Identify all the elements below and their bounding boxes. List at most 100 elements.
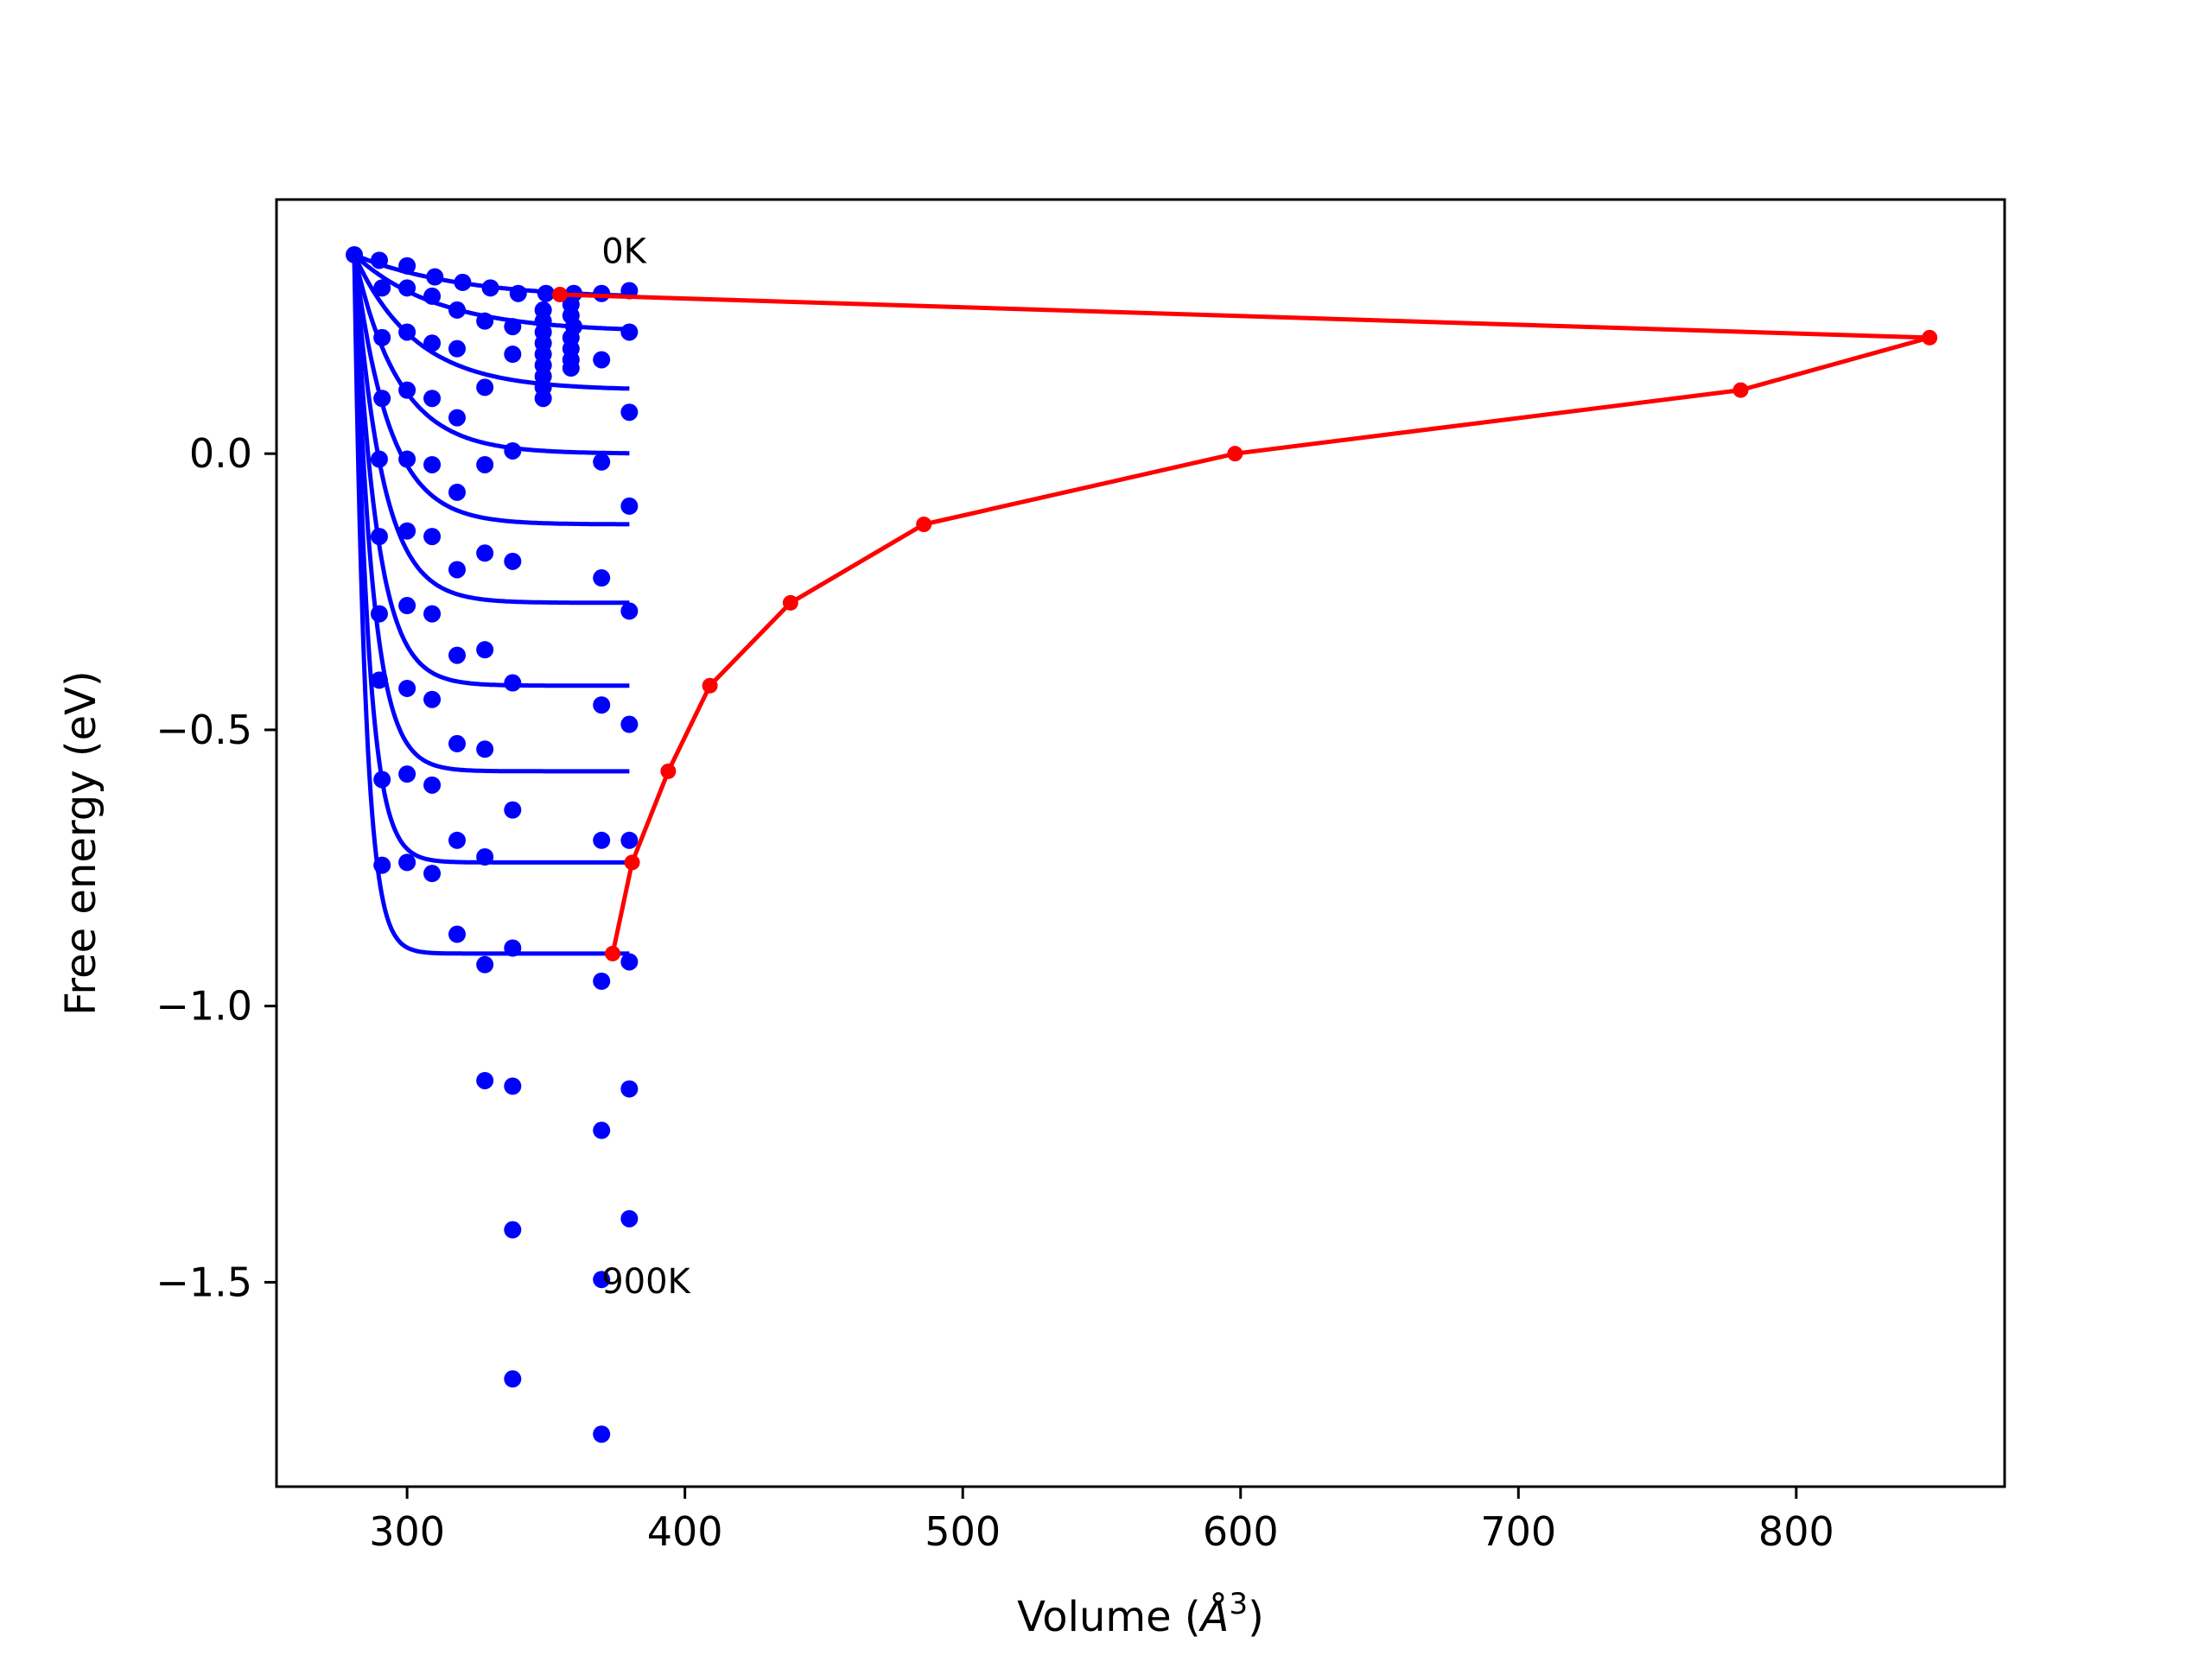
data-point [593,1425,611,1443]
data-point [398,765,416,783]
data-point [398,279,416,297]
data-point [423,287,442,305]
data-point [476,312,494,330]
data-point [593,453,611,471]
y-tick-label: 0.0 [189,430,252,477]
data-point [448,734,467,752]
data-point [504,939,522,957]
data-point [534,323,552,341]
x-label-symbol: Å [1198,1592,1230,1641]
x-axis-ticks: 300 400 500 600 700 800 [369,1487,1834,1555]
data-point [620,953,639,971]
data-point [504,441,522,460]
data-point [593,1271,611,1289]
data-point [620,403,639,422]
data-point [373,390,391,408]
data-point [426,268,444,286]
data-point [423,455,442,473]
data-point [534,390,552,408]
data-point [476,847,494,866]
series-marker [624,854,640,871]
y-tick-label: −1.0 [156,983,252,1030]
fit-curve [352,254,630,456]
series-marker [551,286,568,302]
data-point [509,284,527,302]
data-point [423,528,442,546]
data-point [370,671,388,689]
x-axis-label: Volume (Å3) [1017,1587,1264,1641]
data-point [370,450,388,468]
data-point [373,328,391,346]
minimum-path-layer [551,286,1938,961]
data-point [423,605,442,623]
data-point [620,1209,639,1227]
x-tick-label: 500 [925,1508,1001,1555]
data-point [504,1077,522,1095]
fit-curves-layer [352,252,630,956]
data-point [504,1370,522,1388]
data-point [423,690,442,708]
data-point [398,597,416,615]
scatter-points-layer [346,245,639,1443]
data-point [504,801,522,819]
data-point [448,831,467,849]
data-point [398,450,416,468]
data-point [448,409,467,427]
data-point [504,674,522,692]
annotation-label: 900K [601,1262,691,1302]
y-axis-ticks: 0.0 −0.5 −1.0 −1.5 [156,430,276,1305]
data-point [423,865,442,883]
data-point [476,378,494,396]
data-point [476,740,494,758]
data-point [398,381,416,399]
data-point [454,273,472,291]
data-point [537,284,555,302]
x-tick-label: 300 [369,1508,445,1555]
fit-curve [352,254,630,865]
x-tick-label: 600 [1203,1508,1279,1555]
data-point [448,483,467,501]
data-point [620,602,639,620]
fit-curve [352,254,630,774]
data-point [398,323,416,341]
x-label-close: ) [1248,1593,1264,1641]
x-tick-label: 400 [647,1508,723,1555]
data-point [593,696,611,714]
data-point [370,528,388,546]
annotations-layer: 0K 900K [601,232,691,1303]
data-point [448,925,467,943]
data-point [620,323,639,341]
fit-curve [352,254,630,527]
plot-area-frame [275,198,2006,1488]
data-point [476,1071,494,1089]
data-point [398,522,416,540]
series-marker [1922,329,1938,346]
data-point [373,279,391,297]
fit-curve [352,253,630,391]
series-marker [702,677,718,694]
data-point [476,544,494,562]
data-point [593,1121,611,1139]
data-point [476,455,494,473]
data-point [620,831,639,849]
data-point [346,245,364,263]
series-marker [660,763,677,779]
data-point [423,334,442,352]
y-tick-label: −1.5 [156,1259,252,1305]
data-point [593,569,611,587]
data-point [504,318,522,336]
data-point [448,301,467,319]
fit-curve [352,254,630,956]
data-point [504,552,522,570]
data-point [476,641,494,659]
series-marker [605,945,621,961]
data-point [373,771,391,789]
x-tick-label: 800 [1758,1508,1834,1555]
y-tick-label: −0.5 [156,707,252,753]
series-line [559,292,1932,955]
data-point [620,497,639,515]
x-label-main: Volume ( [1017,1593,1201,1641]
data-point [398,853,416,872]
